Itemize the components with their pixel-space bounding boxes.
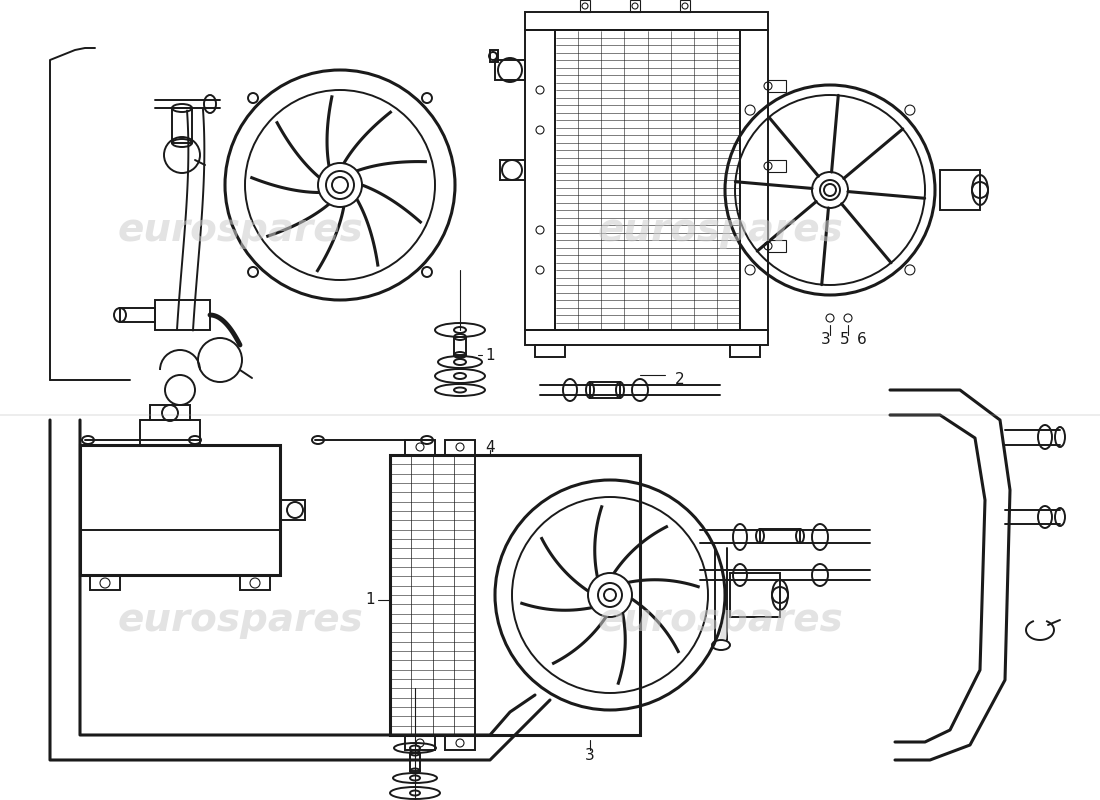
Bar xyxy=(405,735,435,750)
Bar xyxy=(446,440,475,455)
Bar xyxy=(390,455,475,735)
Bar xyxy=(390,455,640,735)
Bar xyxy=(525,12,768,30)
Bar xyxy=(240,575,270,590)
Bar xyxy=(155,300,210,330)
Text: 2: 2 xyxy=(675,373,685,387)
Bar xyxy=(940,170,980,210)
Bar xyxy=(590,382,620,398)
Bar xyxy=(172,108,192,143)
Bar xyxy=(768,240,786,252)
Bar xyxy=(580,0,590,12)
Bar xyxy=(730,345,760,357)
Bar xyxy=(730,573,780,617)
Bar xyxy=(120,308,155,322)
Bar xyxy=(525,30,556,330)
Bar xyxy=(630,0,640,12)
Bar xyxy=(680,0,690,12)
Text: eurospares: eurospares xyxy=(117,211,363,249)
Text: 1: 1 xyxy=(365,593,375,607)
Text: 1: 1 xyxy=(485,347,495,362)
Bar xyxy=(495,60,525,80)
Bar xyxy=(150,405,190,420)
Bar xyxy=(768,80,786,92)
Text: 3: 3 xyxy=(585,747,595,762)
Bar xyxy=(446,735,475,750)
Text: 4: 4 xyxy=(485,439,495,454)
Bar xyxy=(740,30,768,330)
Bar xyxy=(405,440,435,455)
Bar xyxy=(760,529,800,543)
Bar xyxy=(556,30,740,330)
Bar xyxy=(454,337,466,355)
Bar xyxy=(140,420,200,445)
Bar xyxy=(410,753,420,771)
Text: 3: 3 xyxy=(821,333,830,347)
Bar xyxy=(535,345,565,357)
Bar xyxy=(500,160,525,180)
Text: eurospares: eurospares xyxy=(597,211,843,249)
Bar xyxy=(490,50,498,62)
Bar xyxy=(525,330,768,345)
Text: eurospares: eurospares xyxy=(597,601,843,639)
Bar xyxy=(280,500,305,520)
Bar xyxy=(90,575,120,590)
Bar xyxy=(768,160,786,172)
Text: 5: 5 xyxy=(840,333,850,347)
Text: 6: 6 xyxy=(857,333,867,347)
Bar xyxy=(80,445,280,575)
Text: eurospares: eurospares xyxy=(117,601,363,639)
